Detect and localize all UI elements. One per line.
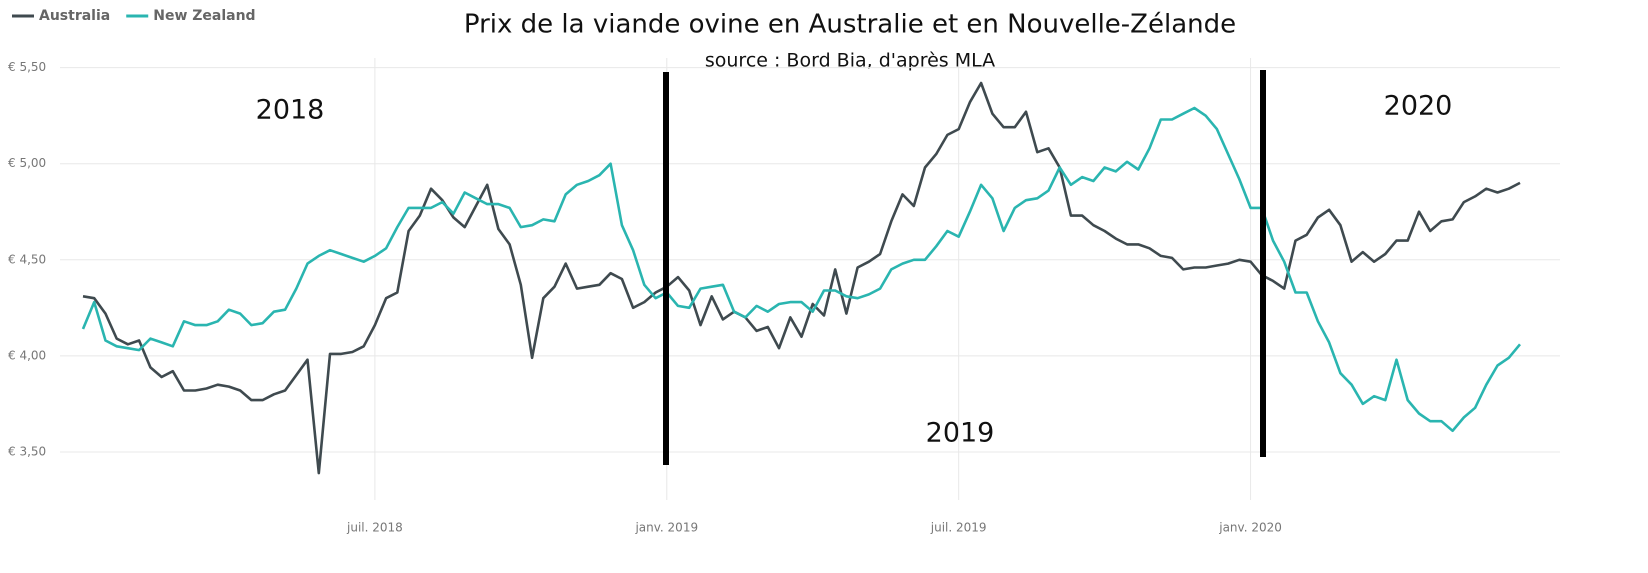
x-tick-label: janv. 2019 (634, 521, 698, 535)
y-tick-label: € 4,00 (8, 348, 46, 362)
x-tick-label: juil. 2019 (930, 521, 987, 535)
plot: € 3,50 € 4,00 € 4,50 € 5,00 € 5,50 juil. 2018… (8, 58, 1560, 535)
annotation: 2018 (256, 95, 325, 126)
x-tick-label: janv. 2020 (1218, 521, 1282, 535)
chart-subtitle: source : Bord Bia, d'après MLA (705, 50, 995, 72)
y-tick-label: € 5,50 (8, 60, 46, 74)
series-line (82, 81, 1521, 475)
chart-title: Prix de la viande ovine en Australie et … (464, 10, 1236, 40)
series-line (81, 106, 1522, 433)
y-tick-label: € 3,50 (8, 444, 46, 458)
annotation: 2020 (1384, 91, 1453, 122)
legend-label: Australia (39, 8, 110, 24)
y-tick-label: € 5,00 (8, 156, 46, 170)
x-tick-label: juil. 2018 (346, 521, 403, 535)
annotation: 2019 (926, 418, 995, 449)
legend-label: New Zealand (153, 8, 255, 24)
y-tick-label: € 4,50 (8, 252, 46, 266)
